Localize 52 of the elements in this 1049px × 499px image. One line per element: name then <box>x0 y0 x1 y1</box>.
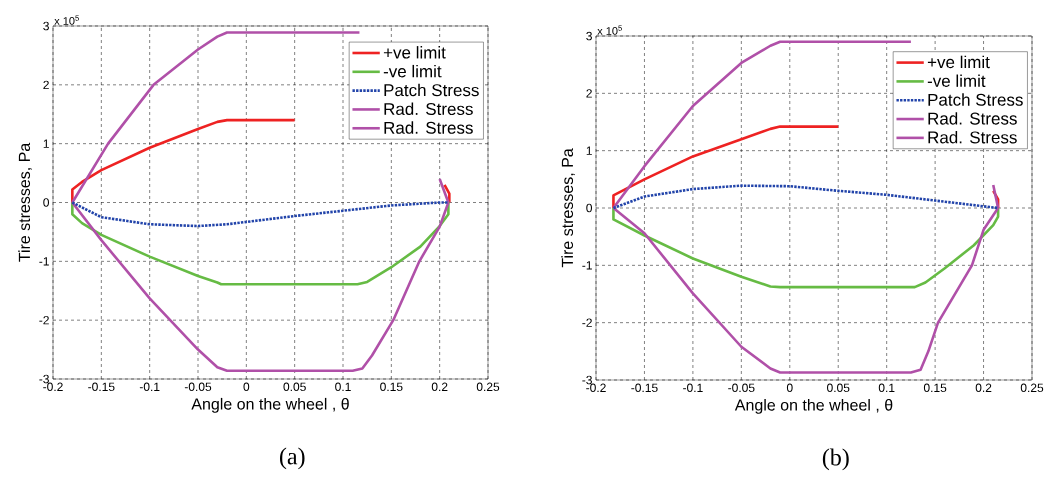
x-axis-title: Angle on the wheel , θ <box>734 398 893 414</box>
legend-label: +ve limit <box>383 46 446 59</box>
legend-label: Patch Stress <box>928 93 1023 106</box>
x-tick-label: 0.05 <box>827 383 850 393</box>
x-tick-label: 0.05 <box>283 382 306 392</box>
legend-label: +ve limit <box>927 55 990 69</box>
x-tick-label: 0.15 <box>380 382 403 392</box>
x-tick-label: 0.25 <box>476 382 500 392</box>
y-tick-label: 3 <box>586 31 592 41</box>
legend-label: -ve limit <box>383 64 442 78</box>
legend-label: Rad. Stress <box>384 121 473 134</box>
x-tick-label: 0 <box>786 383 793 393</box>
text: (a) <box>279 447 305 470</box>
x-tick-label: -0.15 <box>88 382 115 392</box>
text: (b) <box>822 448 849 471</box>
y-tick-label: -3 <box>39 374 49 384</box>
x-tick-label: -0.1 <box>139 382 160 392</box>
y-tick-label: 1 <box>43 139 49 148</box>
text: x 10$^{5}$ <box>597 25 622 35</box>
x-tick-label: -0.2 <box>43 382 63 392</box>
y-tick-label: -1 <box>39 257 49 266</box>
x-tick-label: -0.05 <box>728 383 755 393</box>
x-tick-label: -0.2 <box>586 383 606 393</box>
y-tick-label: -1 <box>582 261 592 270</box>
x-tick-label: 0.25 <box>1020 383 1044 393</box>
legend-label: Rad. Stress <box>928 112 1017 125</box>
y-tick-label: 2 <box>586 89 592 98</box>
x-tick-label: 0.1 <box>335 382 351 392</box>
x-tick-label: 0.2 <box>975 383 992 393</box>
x-tick-label: 0.15 <box>923 383 947 393</box>
y-tick-label: -2 <box>582 318 592 327</box>
x-tick-label: 0.2 <box>431 382 448 392</box>
legend-label: -ve limit <box>927 74 986 87</box>
y-tick-label: 3 <box>43 21 49 31</box>
legend-label: Rad. Stress <box>928 130 1017 144</box>
y-tick-label: 0 <box>43 198 50 207</box>
y-axis-title: Tire stresses, Pa <box>561 148 575 268</box>
x-tick-label: 0 <box>243 382 250 392</box>
y-tick-label: -3 <box>582 375 592 385</box>
legend-label: Patch Stress <box>384 83 479 97</box>
x-tick-label: -0.05 <box>184 382 212 392</box>
legend-label: Rad. Stress <box>384 102 473 116</box>
x-tick-label: -0.1 <box>683 383 703 393</box>
x-axis-title: Angle on the wheel , θ <box>191 397 349 413</box>
y-tick-label: 2 <box>43 80 49 90</box>
y-tick-label: -2 <box>39 315 49 325</box>
x-tick-label: 0.1 <box>878 383 895 393</box>
x-tick-label: -0.15 <box>631 383 658 393</box>
y-axis-title: Tire stresses, Pa <box>18 142 32 262</box>
y-tick-label: 0 <box>586 203 593 213</box>
y-tick-label: 1 <box>586 146 592 155</box>
text: x 10$^{5}$ <box>54 15 79 25</box>
